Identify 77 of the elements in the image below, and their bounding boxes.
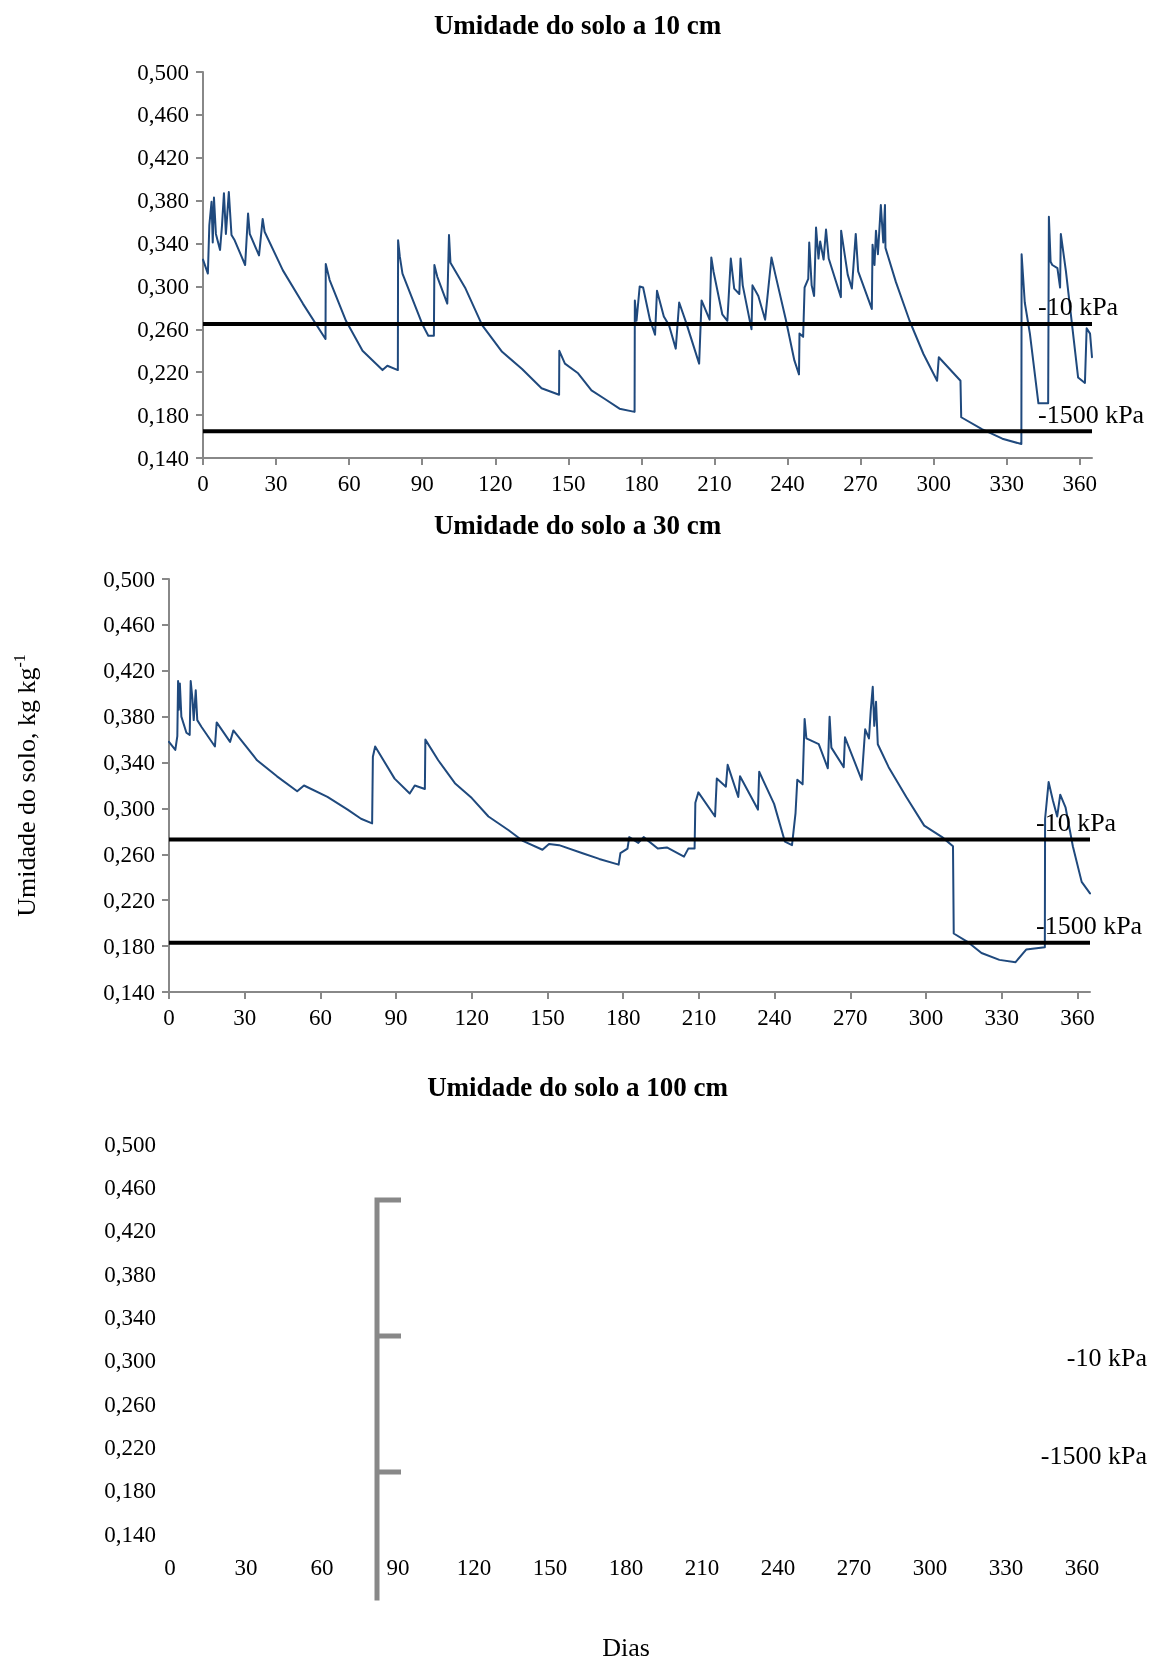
y-tick-label: 0,460: [104, 1174, 156, 1200]
y-tick-label: 0,300: [103, 795, 155, 821]
x-tick-label: 210: [697, 471, 732, 496]
x-tick-label: 330: [988, 1555, 1024, 1580]
y-tick-label: 0,140: [137, 445, 189, 471]
x-tick-label: 150: [551, 471, 586, 496]
x-tick-label: 180: [608, 1555, 644, 1580]
x-tick-label: 0: [164, 1555, 176, 1580]
y-tick-label: 0,260: [104, 1391, 156, 1417]
x-tick-label: 300: [912, 1555, 948, 1580]
chart-title: Umidade do solo a 10 cm: [433, 9, 722, 40]
x-tick-label: 330: [984, 1005, 1019, 1030]
y-tick-label: 0,460: [137, 102, 189, 128]
x-tick-label: 300: [916, 471, 951, 496]
y-tick-label: 0,300: [104, 1348, 156, 1374]
x-tick-label: 300: [908, 1005, 944, 1030]
x-tick-label: 210: [684, 1555, 720, 1580]
x-tick-label: 270: [843, 471, 878, 496]
y-tick-label: 0,380: [104, 1261, 156, 1287]
x-tick-label: 270: [833, 1005, 868, 1030]
y-tick-label: 0,380: [137, 188, 189, 214]
x-tick-label: 240: [760, 1555, 796, 1580]
chart-title: Umidade do solo a 30 cm: [433, 509, 722, 540]
y-tick-label: 0,420: [103, 658, 155, 684]
x-tick-label: 120: [454, 1005, 490, 1030]
x-tick-label: 60: [337, 471, 361, 496]
y-tick-label: 0,380: [103, 704, 155, 730]
y-tick-label: 0,420: [137, 145, 189, 171]
ref-line-label: -1500 kPa: [1038, 399, 1145, 429]
y-tick-label: 0,500: [103, 566, 155, 592]
y-tick-label: 0,180: [103, 933, 155, 959]
x-tick-label: 0: [163, 1005, 175, 1030]
annotation: -1500 kPa: [1040, 1441, 1148, 1471]
y-tick-label: 0,140: [104, 1521, 156, 1547]
x-tick-label: 240: [757, 1005, 792, 1030]
x-tick-label: 60: [308, 1005, 332, 1030]
y-tick-label: 0,340: [103, 750, 155, 776]
y-tick-label: 0,260: [103, 841, 155, 867]
x-tick-label: 30: [233, 1005, 257, 1030]
x-tick-label: 270: [836, 1555, 872, 1580]
x-tick-label: 360: [1064, 1555, 1100, 1580]
x-tick-label: 120: [478, 471, 513, 496]
x-tick-label: 210: [681, 1005, 717, 1030]
x-tick-label: 90: [384, 1005, 408, 1030]
x-axis-title: Dias: [602, 1632, 650, 1662]
x-tick-label: 360: [1062, 471, 1098, 496]
x-tick-label: 30: [264, 471, 288, 496]
x-tick-label: 150: [532, 1555, 568, 1580]
x-tick-label: 90: [410, 471, 434, 496]
x-tick-label: 240: [770, 471, 805, 496]
x-tick-label: 360: [1060, 1005, 1095, 1030]
x-tick-label: 180: [624, 471, 659, 496]
x-tick-label: 120: [456, 1555, 492, 1580]
y-tick-label: 0,420: [104, 1218, 156, 1244]
annotation: -10 kPa: [1066, 1343, 1148, 1373]
x-tick-label: 180: [605, 1005, 641, 1030]
chart-title: Umidade do solo a 100 cm: [427, 1071, 729, 1102]
y-tick-label: 0,340: [137, 231, 189, 257]
y-tick-label: 0,220: [103, 887, 155, 913]
x-tick-label: 60: [310, 1555, 334, 1580]
y-tick-label: 0,260: [137, 316, 189, 342]
y-axis-title: Umidade do solo, kg kg-1: [10, 654, 41, 917]
y-tick-label: 0,220: [137, 359, 189, 385]
y-tick-label: 0,180: [137, 402, 189, 428]
y-tick-label: 0,340: [104, 1304, 156, 1330]
y-tick-label: 0,460: [103, 612, 155, 638]
y-tick-label: 0,140: [103, 979, 155, 1005]
y-tick-label: 0,500: [137, 59, 189, 85]
y-tick-label: 0,220: [104, 1434, 156, 1460]
y-tick-label: 0,180: [104, 1478, 156, 1504]
y-tick-label: 0,500: [104, 1131, 156, 1157]
x-tick-label: 330: [989, 471, 1024, 496]
y-tick-label: 0,300: [137, 273, 189, 299]
x-tick-label: 90: [386, 1555, 410, 1580]
x-tick-label: 0: [197, 471, 209, 496]
x-tick-label: 30: [234, 1555, 258, 1580]
x-tick-label: 150: [530, 1005, 565, 1030]
